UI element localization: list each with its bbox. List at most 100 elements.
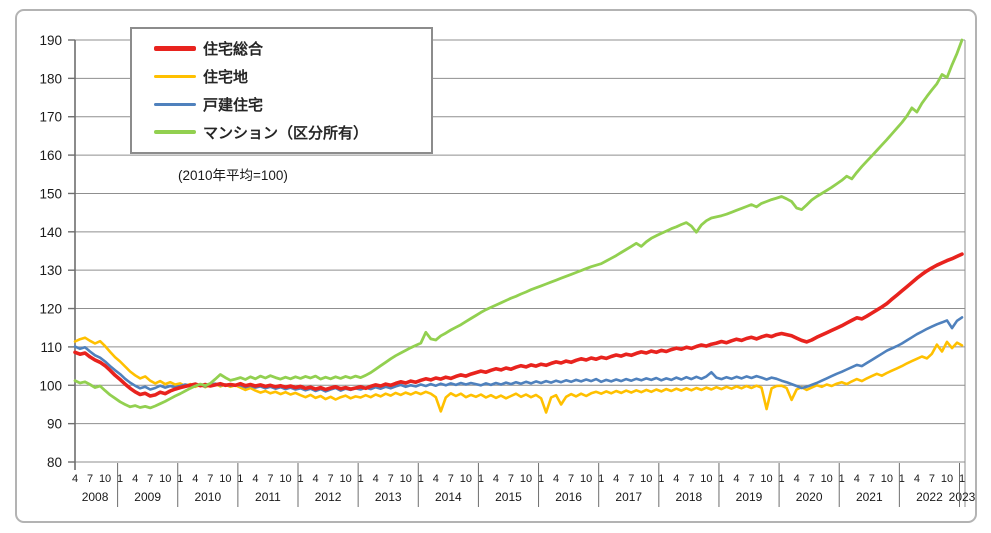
y-tick-label: 120 xyxy=(39,302,62,317)
y-tick-label: 130 xyxy=(39,263,62,278)
x-month-label: 7 xyxy=(448,473,454,485)
x-month-label: 1 xyxy=(177,473,183,485)
x-month-label: 4 xyxy=(252,473,258,485)
x-month-label: 7 xyxy=(147,473,153,485)
x-month-label: 10 xyxy=(640,473,652,485)
x-month-label: 1 xyxy=(297,473,303,485)
x-month-label: 7 xyxy=(508,473,514,485)
legend-swatch-yellow-line xyxy=(154,74,196,79)
x-month-label: 4 xyxy=(373,473,379,485)
x-month-label: 1 xyxy=(658,473,664,485)
x-month-label: 1 xyxy=(237,473,243,485)
x-month-label: 4 xyxy=(132,473,138,485)
x-year-label: 2009 xyxy=(134,490,161,504)
y-tick-label: 140 xyxy=(39,225,62,240)
legend-swatch-red-line xyxy=(154,46,196,52)
x-month-label: 4 xyxy=(312,473,318,485)
x-year-label: 2021 xyxy=(856,490,883,504)
x-month-label: 4 xyxy=(854,473,860,485)
x-year-label: 2013 xyxy=(375,490,402,504)
x-month-label: 10 xyxy=(881,473,893,485)
chart-legend: 住宅総合 住宅地 戸建住宅 マンション（区分所有） xyxy=(130,27,433,154)
x-year-label: 2018 xyxy=(676,490,703,504)
x-month-label: 10 xyxy=(339,473,351,485)
legend-label: マンション（区分所有） xyxy=(203,124,369,142)
x-year-label: 2015 xyxy=(495,490,522,504)
x-month-label: 1 xyxy=(478,473,484,485)
x-month-label: 10 xyxy=(400,473,412,485)
y-tick-label: 180 xyxy=(39,71,62,86)
base-year-note: (2010年平均=100) xyxy=(178,168,288,183)
legend-swatch-green-line xyxy=(154,130,196,134)
legend-item-mansion: マンション（区分所有） xyxy=(154,122,423,143)
legend-label: 住宅地 xyxy=(203,69,249,87)
y-tick-label: 100 xyxy=(39,378,62,393)
x-year-label: 2019 xyxy=(736,490,763,504)
x-month-label: 4 xyxy=(914,473,920,485)
legend-item-jutakuchi: 住宅地 xyxy=(154,66,423,87)
x-year-label: 2023 xyxy=(949,490,976,504)
x-month-label: 4 xyxy=(794,473,800,485)
x-month-label: 7 xyxy=(688,473,694,485)
x-year-label: 2020 xyxy=(796,490,823,504)
x-month-label: 10 xyxy=(941,473,953,485)
series-lines xyxy=(73,38,964,414)
x-month-label: 4 xyxy=(433,473,439,485)
x-month-label: 1 xyxy=(418,473,424,485)
x-month-label: 7 xyxy=(869,473,875,485)
x-month-label: 4 xyxy=(192,473,198,485)
x-year-label: 2011 xyxy=(255,490,281,504)
x-year-label: 2010 xyxy=(194,490,221,504)
x-month-label: 4 xyxy=(613,473,619,485)
x-month-label: 7 xyxy=(87,473,93,485)
legend-swatch-blue-line xyxy=(154,102,196,107)
x-month-label: 10 xyxy=(580,473,592,485)
x-month-label: 10 xyxy=(700,473,712,485)
x-month-label: 1 xyxy=(959,473,965,485)
x-month-label: 7 xyxy=(328,473,334,485)
x-month-label: 1 xyxy=(839,473,845,485)
x-month-label: 4 xyxy=(553,473,559,485)
x-month-label: 10 xyxy=(760,473,772,485)
x-month-label: 1 xyxy=(718,473,724,485)
x-year-label: 2008 xyxy=(82,490,109,504)
series-line-2 xyxy=(73,316,964,393)
series-line-1 xyxy=(73,336,964,414)
x-month-label: 7 xyxy=(388,473,394,485)
x-month-label: 10 xyxy=(99,473,111,485)
x-month-label: 4 xyxy=(733,473,739,485)
x-month-label: 1 xyxy=(538,473,544,485)
x-month-label: 7 xyxy=(748,473,754,485)
x-month-label: 7 xyxy=(568,473,574,485)
x-month-label: 7 xyxy=(628,473,634,485)
x-month-label: 7 xyxy=(267,473,273,485)
series-line-3 xyxy=(73,38,964,410)
x-month-label: 4 xyxy=(72,473,78,485)
legend-item-kodate-jutaku: 戸建住宅 xyxy=(154,94,423,115)
y-tick-label: 160 xyxy=(39,148,62,163)
x-month-label: 7 xyxy=(809,473,815,485)
x-year-label: 2016 xyxy=(555,490,582,504)
x-month-label: 4 xyxy=(493,473,499,485)
legend-label: 住宅総合 xyxy=(203,41,264,59)
y-tick-label: 190 xyxy=(39,33,62,48)
y-tick-label: 90 xyxy=(47,417,62,432)
x-month-label: 10 xyxy=(279,473,291,485)
x-year-label: 2017 xyxy=(615,490,642,504)
x-month-label: 10 xyxy=(219,473,231,485)
y-tick-label: 150 xyxy=(39,186,62,201)
y-tick-label: 170 xyxy=(39,110,62,125)
x-month-label: 10 xyxy=(821,473,833,485)
x-month-label: 10 xyxy=(159,473,171,485)
x-year-label: 2014 xyxy=(435,490,462,504)
legend-item-jutaku-sogo: 住宅総合 xyxy=(154,38,423,59)
x-month-label: 4 xyxy=(673,473,679,485)
legend-label: 戸建住宅 xyxy=(203,96,264,114)
x-month-label: 1 xyxy=(598,473,604,485)
series-line-0 xyxy=(73,252,964,398)
y-tick-label: 80 xyxy=(47,455,62,470)
x-year-label: 2012 xyxy=(315,490,342,504)
y-tick-label: 110 xyxy=(40,340,62,355)
